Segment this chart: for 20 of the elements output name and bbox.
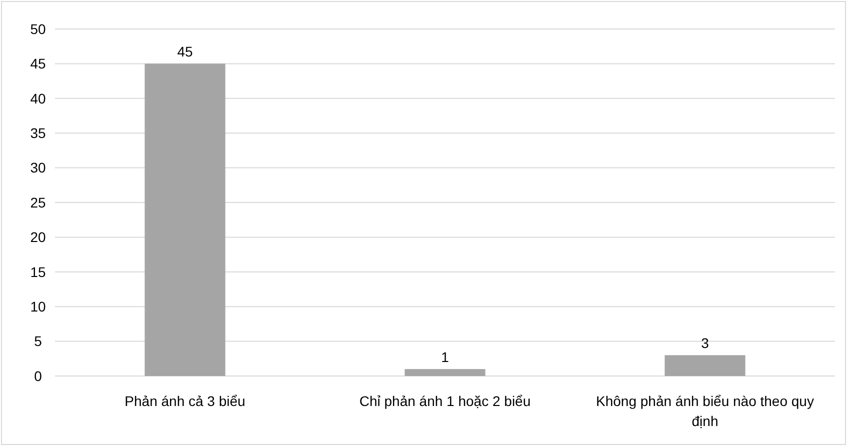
bar — [404, 369, 486, 376]
y-tick-label: 5 — [34, 333, 42, 350]
x-tick-label: Chỉ phản ánh 1 hoặc 2 biểu — [359, 393, 531, 409]
data-label: 1 — [441, 349, 450, 366]
x-tick-label: Không phản ánh biểu nào theo quy định — [596, 393, 814, 429]
y-tick-label: 35 — [30, 125, 46, 141]
data-label: 3 — [701, 335, 710, 352]
data-label: 45 — [177, 44, 193, 60]
y-tick-label: 0 — [34, 368, 42, 384]
y-tick-label: 25 — [30, 194, 46, 210]
y-tick-label: 40 — [30, 90, 46, 106]
y-tick-label: 10 — [30, 298, 46, 314]
y-tick-label: 15 — [30, 264, 46, 280]
y-tick-label: 45 — [30, 56, 46, 72]
y-tick-label: 50 — [30, 20, 46, 37]
x-tick-label: Phản ánh cả 3 biểu — [124, 393, 246, 409]
y-tick-label: 30 — [30, 160, 46, 176]
bar — [144, 64, 226, 376]
bar — [664, 355, 746, 376]
y-tick-label: 20 — [30, 229, 46, 246]
